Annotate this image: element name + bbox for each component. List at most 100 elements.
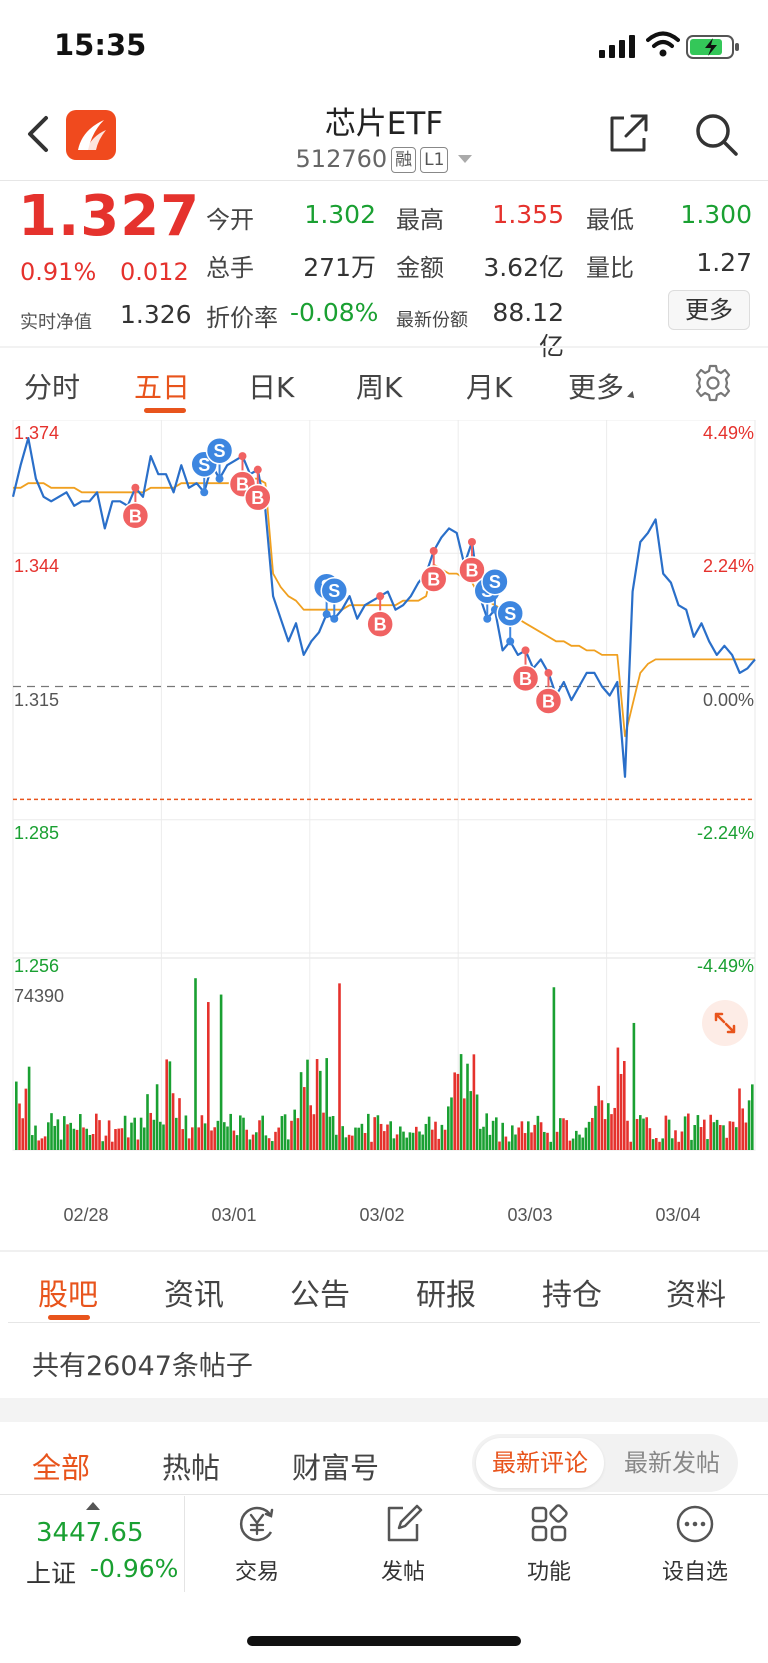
sort-latest-comment[interactable]: 最新评论 bbox=[476, 1438, 604, 1488]
gear-icon[interactable] bbox=[694, 364, 732, 402]
price-line bbox=[11, 437, 756, 778]
tab-weekly-k[interactable]: 周K bbox=[356, 371, 403, 404]
open-value: 1.302 bbox=[304, 200, 376, 229]
feed-tab-wealth[interactable]: 财富号 bbox=[292, 1451, 380, 1485]
change-percent: 0.91% bbox=[20, 258, 97, 286]
sell-marker[interactable]: S bbox=[496, 599, 524, 646]
tab-daily-k[interactable]: 日K bbox=[248, 371, 295, 404]
volume-bar bbox=[261, 1115, 264, 1150]
add-watchlist-button[interactable]: 设自选 bbox=[640, 1502, 750, 1586]
volume-bar bbox=[322, 1112, 325, 1150]
sell-marker[interactable]: S bbox=[205, 436, 234, 483]
svg-text:B: B bbox=[519, 669, 532, 689]
volume-bar bbox=[725, 1137, 728, 1150]
volume-bar bbox=[693, 1125, 696, 1150]
post-count: 共有26047条帖子 bbox=[32, 1351, 253, 1382]
volume-bar bbox=[98, 1120, 101, 1150]
tab-news[interactable]: 资讯 bbox=[164, 1278, 224, 1313]
sell-marker[interactable]: S bbox=[320, 576, 349, 623]
back-chevron-icon[interactable] bbox=[22, 110, 54, 158]
new-post-button[interactable]: 发帖 bbox=[348, 1502, 458, 1586]
volume-bar bbox=[664, 1115, 668, 1150]
volume-bar bbox=[706, 1139, 709, 1150]
volume-bar bbox=[37, 1140, 40, 1150]
volume-bar bbox=[395, 1134, 399, 1150]
volume-bar bbox=[722, 1125, 725, 1150]
volume-bar bbox=[152, 1119, 156, 1150]
volume-bar bbox=[443, 1129, 447, 1150]
current-price: 1.327 bbox=[18, 184, 201, 249]
volume-bar bbox=[616, 1047, 620, 1150]
app-logo[interactable] bbox=[66, 110, 116, 160]
volume-bar bbox=[111, 1141, 114, 1150]
y-tick-right: -4.49% bbox=[697, 956, 754, 976]
tab-research[interactable]: 研报 bbox=[416, 1278, 476, 1313]
buy-marker[interactable]: B bbox=[534, 668, 563, 715]
volume-bar bbox=[69, 1122, 72, 1150]
svg-text:S: S bbox=[328, 581, 340, 601]
tab-announcements[interactable]: 公告 bbox=[290, 1278, 350, 1313]
volume-bar bbox=[370, 1141, 373, 1150]
sell-marker[interactable]: S bbox=[481, 567, 509, 614]
volume-bar bbox=[63, 1116, 66, 1150]
volume-bar bbox=[543, 1131, 546, 1150]
tab-monthly-k[interactable]: 月K bbox=[466, 371, 513, 404]
volume-bar bbox=[200, 1115, 204, 1150]
svg-text:B: B bbox=[465, 560, 478, 580]
code-dropdown-icon[interactable] bbox=[458, 155, 473, 163]
buy-marker[interactable]: B bbox=[366, 592, 394, 638]
buy-marker[interactable]: B bbox=[244, 465, 272, 512]
stock-code-row[interactable]: 512760 融 L1 bbox=[0, 145, 768, 173]
buy-marker[interactable]: B bbox=[458, 537, 486, 584]
volume-bar bbox=[613, 1107, 616, 1150]
svg-text:B: B bbox=[427, 569, 440, 589]
new-post-label: 发帖 bbox=[380, 1560, 425, 1585]
volume-bar bbox=[15, 1081, 18, 1150]
volume-bar bbox=[159, 1121, 162, 1150]
volume-bar bbox=[274, 1131, 277, 1150]
five-day-chart[interactable]: BSSBBSSBBBSSSBB 1.374 1.344 1.315 1.285 … bbox=[0, 420, 768, 1230]
volume-bar bbox=[72, 1128, 76, 1150]
volume-bar bbox=[136, 1139, 140, 1150]
volume-bar bbox=[667, 1119, 671, 1150]
volume-bar bbox=[175, 1117, 178, 1150]
feed-tab-all[interactable]: 全部 bbox=[32, 1451, 91, 1485]
trade-button[interactable]: 交易 bbox=[202, 1502, 312, 1586]
volume-bar bbox=[440, 1124, 444, 1150]
search-icon[interactable] bbox=[692, 110, 740, 158]
feed-tab-hot[interactable]: 热帖 bbox=[162, 1451, 221, 1485]
volume-bar bbox=[571, 1138, 575, 1150]
high-value: 1.355 bbox=[492, 200, 564, 229]
expand-chart-button[interactable] bbox=[702, 1000, 748, 1046]
volume-bar bbox=[507, 1141, 511, 1150]
index-separator bbox=[184, 1496, 185, 1592]
volume-bar bbox=[242, 1117, 245, 1150]
volume-bar bbox=[309, 1105, 312, 1150]
tab-intraday[interactable]: 分时 bbox=[24, 371, 81, 404]
tab-more-label: 更多 bbox=[568, 371, 625, 404]
share-icon[interactable] bbox=[604, 110, 652, 158]
volume-bar bbox=[536, 1115, 540, 1150]
volume-bar bbox=[687, 1113, 690, 1150]
volume-bar bbox=[520, 1121, 524, 1150]
volume-bar bbox=[632, 1022, 636, 1150]
volume-bar bbox=[155, 1084, 159, 1150]
functions-button[interactable]: 功能 bbox=[494, 1502, 604, 1586]
buy-marker[interactable]: B bbox=[121, 483, 150, 530]
tab-more[interactable]: 更多 bbox=[568, 366, 637, 406]
tab-profile[interactable]: 资料 bbox=[666, 1278, 726, 1313]
buy-marker[interactable]: B bbox=[511, 646, 540, 693]
sort-latest-post[interactable]: 最新发帖 bbox=[624, 1449, 720, 1477]
volume-bar bbox=[219, 994, 223, 1150]
volume-bar bbox=[581, 1137, 584, 1150]
volume-bar bbox=[34, 1125, 37, 1150]
volume-bar bbox=[411, 1132, 415, 1150]
tab-five-day[interactable]: 五日 bbox=[134, 371, 191, 404]
index-expand-caret-icon[interactable] bbox=[86, 1502, 100, 1510]
grid-apps-icon bbox=[531, 1504, 568, 1542]
buy-marker[interactable]: B bbox=[419, 546, 448, 593]
tab-guba[interactable]: 股吧 bbox=[38, 1278, 98, 1313]
tab-holdings[interactable]: 持仓 bbox=[542, 1278, 602, 1313]
volume-bar bbox=[610, 1114, 613, 1150]
more-quote-button[interactable]: 更多 bbox=[668, 290, 750, 330]
